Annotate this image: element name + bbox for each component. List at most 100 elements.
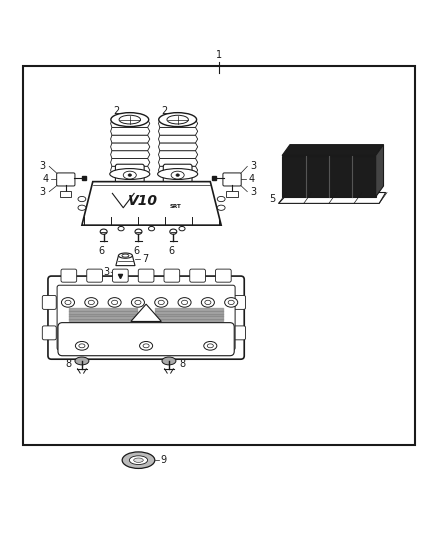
Ellipse shape <box>135 300 141 304</box>
FancyBboxPatch shape <box>48 276 244 359</box>
Ellipse shape <box>65 300 71 304</box>
Ellipse shape <box>131 297 145 307</box>
FancyBboxPatch shape <box>57 173 75 186</box>
Bar <box>23 66 415 445</box>
Ellipse shape <box>170 229 177 235</box>
Polygon shape <box>159 166 198 174</box>
Ellipse shape <box>205 300 211 304</box>
Polygon shape <box>111 143 150 151</box>
Ellipse shape <box>112 300 118 304</box>
Text: 3: 3 <box>251 161 257 172</box>
Ellipse shape <box>140 342 152 350</box>
Ellipse shape <box>75 357 89 365</box>
Text: 6: 6 <box>133 246 139 256</box>
FancyBboxPatch shape <box>60 191 71 197</box>
Ellipse shape <box>118 253 132 258</box>
Polygon shape <box>159 143 198 151</box>
Text: SRT: SRT <box>170 204 181 209</box>
Ellipse shape <box>171 171 184 179</box>
Polygon shape <box>82 182 221 225</box>
Ellipse shape <box>128 174 131 176</box>
Ellipse shape <box>155 297 168 307</box>
Ellipse shape <box>122 254 129 257</box>
Polygon shape <box>159 119 198 127</box>
Polygon shape <box>111 158 150 166</box>
FancyBboxPatch shape <box>42 326 56 340</box>
Polygon shape <box>159 151 198 158</box>
FancyBboxPatch shape <box>42 295 56 309</box>
Text: 7: 7 <box>142 254 148 264</box>
Text: 6: 6 <box>168 246 174 256</box>
Ellipse shape <box>134 458 143 462</box>
Text: 3: 3 <box>103 267 110 277</box>
Polygon shape <box>116 256 135 265</box>
Text: 8: 8 <box>180 359 186 368</box>
Polygon shape <box>159 127 198 135</box>
Ellipse shape <box>225 297 238 307</box>
Ellipse shape <box>118 227 124 231</box>
Polygon shape <box>279 192 386 204</box>
FancyBboxPatch shape <box>232 295 246 309</box>
Ellipse shape <box>79 344 85 348</box>
Ellipse shape <box>217 197 225 201</box>
Ellipse shape <box>61 297 74 307</box>
FancyBboxPatch shape <box>138 269 154 282</box>
Text: 3: 3 <box>251 187 257 197</box>
Text: 1: 1 <box>216 50 222 60</box>
FancyBboxPatch shape <box>116 164 144 186</box>
Polygon shape <box>111 135 150 143</box>
Polygon shape <box>111 119 150 127</box>
Ellipse shape <box>123 171 136 179</box>
FancyBboxPatch shape <box>215 269 231 282</box>
Ellipse shape <box>179 227 185 231</box>
Text: 8: 8 <box>65 359 71 368</box>
Text: V10: V10 <box>128 194 158 208</box>
Text: 3: 3 <box>40 187 46 197</box>
Ellipse shape <box>176 174 180 176</box>
Ellipse shape <box>75 342 88 350</box>
Text: 4: 4 <box>249 174 255 184</box>
Ellipse shape <box>181 300 187 304</box>
Ellipse shape <box>135 229 142 235</box>
FancyBboxPatch shape <box>163 164 192 186</box>
Text: 2: 2 <box>162 107 168 116</box>
Polygon shape <box>111 151 150 158</box>
Ellipse shape <box>111 112 149 126</box>
Text: 6: 6 <box>99 246 105 256</box>
Text: 5: 5 <box>269 194 276 204</box>
Ellipse shape <box>201 297 214 307</box>
Polygon shape <box>111 166 150 174</box>
Ellipse shape <box>228 300 234 304</box>
Ellipse shape <box>122 452 155 469</box>
Ellipse shape <box>78 197 86 201</box>
Ellipse shape <box>85 297 98 307</box>
Ellipse shape <box>217 205 225 211</box>
Ellipse shape <box>78 205 86 211</box>
Ellipse shape <box>110 168 150 180</box>
FancyBboxPatch shape <box>190 269 205 282</box>
FancyBboxPatch shape <box>232 326 246 340</box>
Ellipse shape <box>204 342 217 350</box>
Ellipse shape <box>158 168 198 180</box>
Ellipse shape <box>129 456 148 465</box>
Polygon shape <box>159 135 198 143</box>
Ellipse shape <box>207 344 213 348</box>
FancyBboxPatch shape <box>223 173 241 186</box>
Ellipse shape <box>143 344 149 348</box>
Polygon shape <box>131 304 161 321</box>
FancyBboxPatch shape <box>164 269 180 282</box>
Polygon shape <box>282 144 384 156</box>
Text: 4: 4 <box>43 174 49 184</box>
FancyBboxPatch shape <box>226 191 238 197</box>
FancyBboxPatch shape <box>61 269 77 282</box>
Ellipse shape <box>100 229 107 235</box>
Polygon shape <box>159 158 198 166</box>
Ellipse shape <box>88 300 94 304</box>
Ellipse shape <box>158 300 164 304</box>
Ellipse shape <box>119 115 141 124</box>
FancyBboxPatch shape <box>58 322 234 356</box>
Ellipse shape <box>148 227 155 231</box>
Text: 3: 3 <box>40 161 46 172</box>
Polygon shape <box>376 144 384 197</box>
Ellipse shape <box>167 115 188 124</box>
